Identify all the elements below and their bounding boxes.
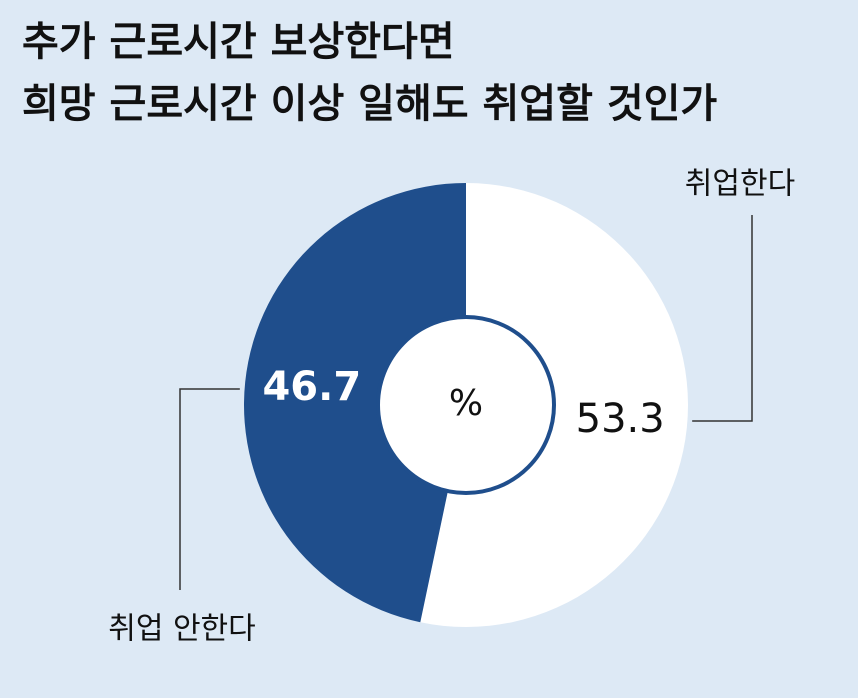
chart-title: 추가 근로시간 보상한다면 [22,19,455,65]
category-label: 취업한다 [685,167,795,202]
value-label: 53.3 [576,396,665,442]
value-label: 46.7 [262,364,361,410]
donut-slice [244,183,466,623]
chart-title: 희망 근로시간 이상 일해도 취업할 것인가 [22,81,717,127]
donut-hole [376,315,556,495]
center-label: % [449,383,483,424]
leader-line [179,388,240,590]
leader-line [692,215,753,422]
category-label: 취업 안한다 [108,612,256,647]
